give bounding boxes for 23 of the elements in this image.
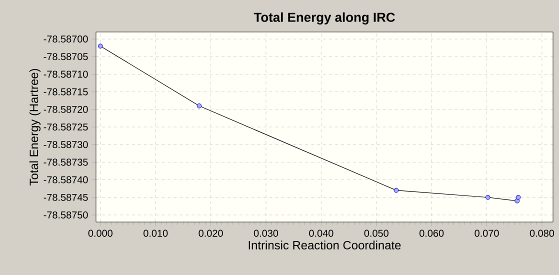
x-tick-label: 0.000 bbox=[88, 230, 112, 237]
chart-title: Total Energy along IRC bbox=[254, 12, 395, 25]
x-tick-label: 0.030 bbox=[254, 230, 278, 237]
x-axis-title: Intrinsic Reaction Coordinate bbox=[248, 240, 401, 250]
x-tick-label: 0.070 bbox=[474, 230, 499, 237]
x-tick-label: 0.010 bbox=[144, 230, 168, 237]
y-tick-label: -78.58710 bbox=[44, 70, 88, 78]
x-tick-label: 0.020 bbox=[198, 230, 223, 237]
y-tick-label: -78.58700 bbox=[44, 36, 88, 43]
y-tick-label: -78.58750 bbox=[44, 211, 88, 218]
x-tick-label: 0.040 bbox=[309, 230, 334, 237]
y-tick-label: -78.58715 bbox=[44, 88, 88, 96]
y-tick-label: -78.58735 bbox=[44, 158, 88, 166]
y-tick-label: -78.58705 bbox=[44, 53, 88, 60]
y-tick-label: -78.58730 bbox=[44, 141, 88, 148]
x-tick-label: 0.080 bbox=[530, 230, 554, 237]
x-tick-label: 0.050 bbox=[364, 230, 388, 237]
y-tick-label: -78.58745 bbox=[44, 194, 88, 201]
y-axis-title: Total Energy (Hartree) bbox=[29, 68, 41, 186]
y-tick-label: -78.58720 bbox=[44, 106, 88, 113]
y-tick-label: -78.58740 bbox=[44, 176, 88, 184]
y-tick-label: -78.58725 bbox=[44, 123, 88, 131]
x-tick-label: 0.060 bbox=[420, 230, 444, 237]
